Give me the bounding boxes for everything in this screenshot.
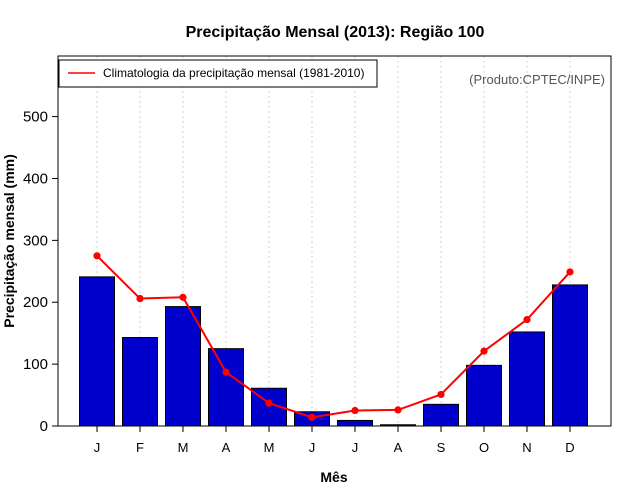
climatology-point-12 xyxy=(566,268,574,276)
x-tick-label: J xyxy=(309,440,316,455)
climatology-point-4 xyxy=(222,368,230,376)
x-tick-label: A xyxy=(222,440,231,455)
y-tick-label: 300 xyxy=(23,232,48,249)
x-tick-label: J xyxy=(352,440,359,455)
bar-11 xyxy=(509,331,545,427)
climatology-line xyxy=(96,255,571,419)
y-tick-label: 0 xyxy=(40,418,48,435)
climatology-point-11 xyxy=(523,315,531,324)
climatology-point-6 xyxy=(308,413,316,421)
climatology-point-9 xyxy=(437,390,445,399)
bar-10 xyxy=(466,364,502,427)
x-tick-label: N xyxy=(522,440,531,455)
x-tick-label: O xyxy=(479,440,489,455)
climatology-point-2 xyxy=(136,294,144,303)
bar-2 xyxy=(122,337,158,427)
y-tick-label: 200 xyxy=(23,294,48,311)
climatology-point-1 xyxy=(93,252,101,260)
x-tick-label: D xyxy=(565,440,574,455)
x-tick-label: M xyxy=(178,440,189,455)
bar-series xyxy=(79,276,588,427)
bar-1 xyxy=(79,276,115,427)
climatology-point-5 xyxy=(265,399,273,407)
climatology-point-10 xyxy=(480,347,488,355)
bar-9 xyxy=(423,403,459,427)
climatology-point-8 xyxy=(394,406,402,414)
legend-label: Climatologia da precipitação mensal (198… xyxy=(103,66,364,80)
bar-3 xyxy=(165,306,201,427)
x-axis-title: Mês xyxy=(320,469,347,485)
bar-12 xyxy=(552,284,588,427)
climatology-line-series xyxy=(93,252,574,421)
y-axis: 0 100 200 300 400 500 xyxy=(23,109,58,435)
y-tick-label: 100 xyxy=(23,356,48,373)
grid xyxy=(96,56,571,426)
x-tick-label: F xyxy=(136,440,144,455)
y-tick-label: 400 xyxy=(23,170,48,187)
source-annotation: (Produto:CPTEC/INPE) xyxy=(469,72,605,87)
plot-frame xyxy=(57,55,612,427)
climatology-point-3 xyxy=(179,293,187,301)
chart-title: Precipitação Mensal (2013): Região 100 xyxy=(186,24,485,41)
climatology-point-7 xyxy=(351,406,359,415)
legend: Climatologia da precipitação mensal (198… xyxy=(58,59,378,88)
x-tick-label: M xyxy=(264,440,275,455)
bar-4 xyxy=(208,348,244,427)
y-axis-title: Precipitação mensal (mm) xyxy=(1,154,17,328)
y-tick-label: 500 xyxy=(23,109,48,126)
x-tick-label: A xyxy=(394,440,403,455)
bar-7 xyxy=(337,419,373,427)
x-tick-label: S xyxy=(437,440,446,455)
legend-box xyxy=(58,59,378,88)
x-tick-label: J xyxy=(94,440,101,455)
